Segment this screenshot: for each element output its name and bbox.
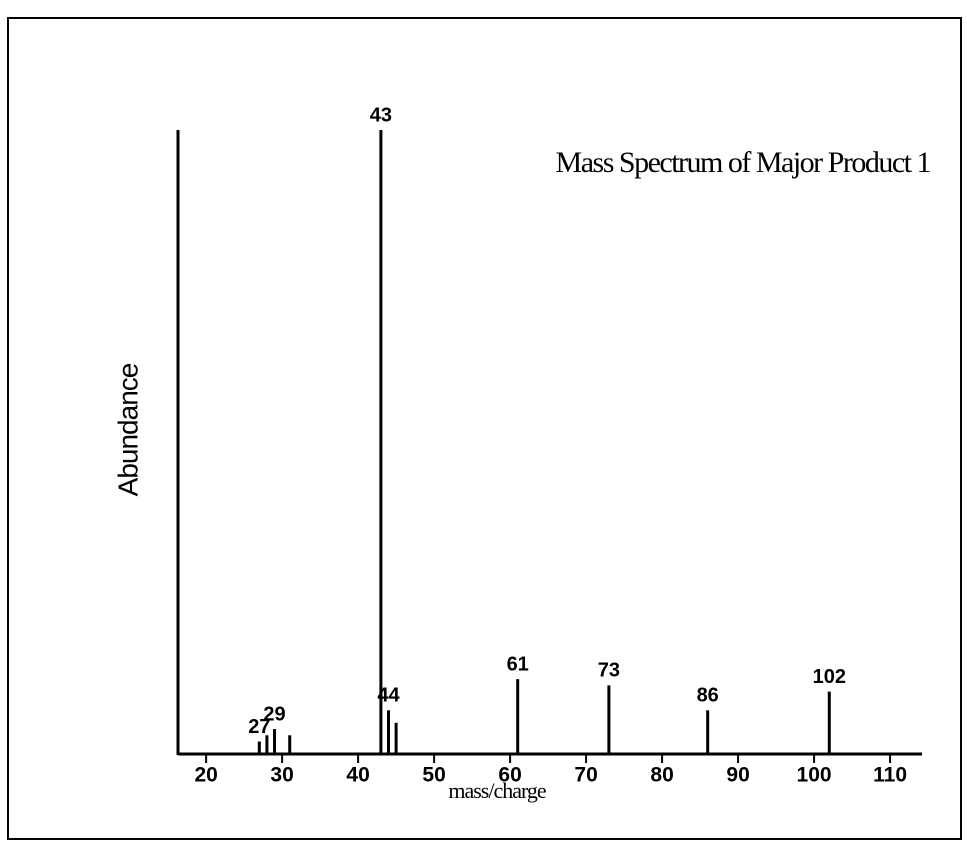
x-tick-label: 90 xyxy=(726,764,749,787)
peak-label: 27 xyxy=(248,716,270,738)
peak-label: 86 xyxy=(697,685,719,707)
x-tick-label: 20 xyxy=(194,764,217,787)
x-tick-label: 40 xyxy=(346,764,369,787)
x-tick-label: 60 xyxy=(498,764,521,787)
x-tick-label: 100 xyxy=(797,764,832,787)
frame xyxy=(7,17,962,840)
peak-label: 61 xyxy=(507,653,529,675)
peak-label: 73 xyxy=(598,660,620,682)
x-axis-label: mass/charge xyxy=(448,778,546,803)
peak-label: 44 xyxy=(377,685,400,707)
peak-label: 43 xyxy=(370,104,392,126)
x-tick-label: 50 xyxy=(422,764,445,787)
chart-title: Mass Spectrum of Major Product 1 xyxy=(556,146,931,179)
x-tick-label: 30 xyxy=(270,764,293,787)
y-axis-label: Abundance xyxy=(112,363,143,496)
x-tick-label: 70 xyxy=(574,764,597,787)
x-tick-label: 110 xyxy=(873,764,907,787)
peak-label: 29 xyxy=(263,703,285,725)
peak-label: 102 xyxy=(813,666,846,688)
x-tick-label: 80 xyxy=(650,764,673,787)
